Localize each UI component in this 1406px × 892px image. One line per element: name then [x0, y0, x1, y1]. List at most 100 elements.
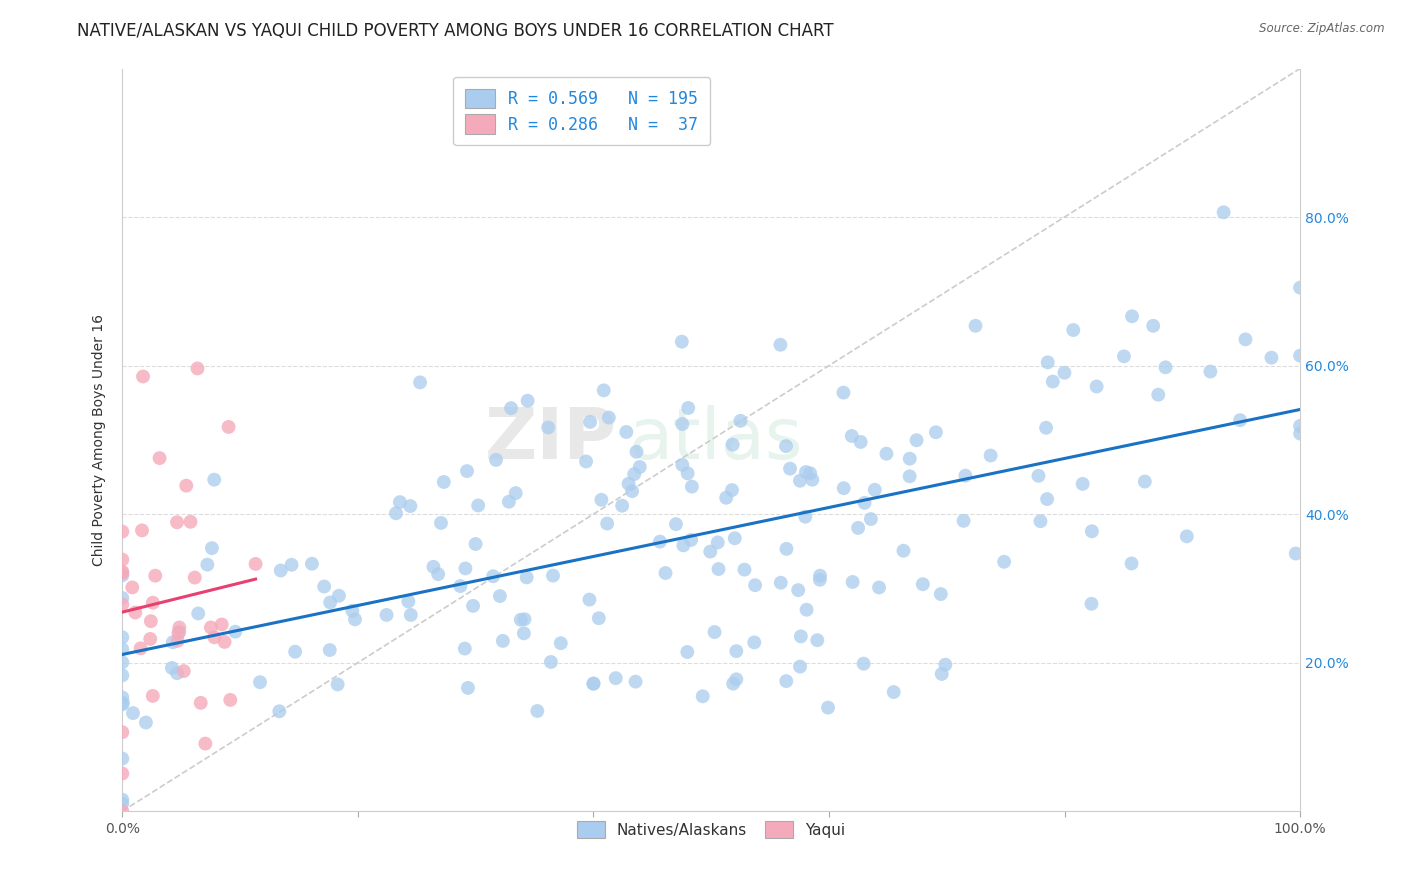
Point: [245, 557, 267, 571]
Point: [314, 580, 336, 594]
Point: [162, 635, 184, 649]
Point: [513, 626, 536, 640]
Point: [769, 338, 792, 352]
Point: [433, 475, 456, 489]
Point: [111, 568, 134, 582]
Point: [422, 559, 444, 574]
Point: [280, 558, 302, 572]
Point: [184, 571, 207, 585]
Point: [817, 700, 839, 714]
Point: [111, 797, 134, 811]
Point: [482, 569, 505, 583]
Point: [730, 414, 752, 428]
Point: [166, 666, 188, 681]
Point: [111, 690, 134, 705]
Point: [893, 543, 915, 558]
Point: [1081, 524, 1104, 539]
Point: [464, 537, 486, 551]
Point: [319, 595, 342, 609]
Point: [142, 596, 165, 610]
Point: [624, 674, 647, 689]
Point: [537, 420, 560, 434]
Point: [160, 661, 183, 675]
Point: [1071, 476, 1094, 491]
Point: [1085, 379, 1108, 393]
Point: [1121, 557, 1143, 571]
Point: [1212, 205, 1234, 219]
Point: [1289, 349, 1312, 363]
Point: [249, 675, 271, 690]
Point: [399, 607, 422, 622]
Point: [111, 793, 134, 807]
Point: [706, 535, 728, 549]
Point: [610, 499, 633, 513]
Text: atlas: atlas: [628, 405, 803, 475]
Point: [132, 369, 155, 384]
Point: [665, 517, 688, 532]
Point: [135, 715, 157, 730]
Point: [1234, 332, 1257, 346]
Legend: Natives/Alaskans, Yaqui: Natives/Alaskans, Yaqui: [571, 814, 852, 845]
Point: [796, 603, 818, 617]
Point: [911, 577, 934, 591]
Point: [124, 606, 146, 620]
Point: [202, 473, 225, 487]
Point: [342, 604, 364, 618]
Point: [799, 467, 821, 481]
Point: [1154, 360, 1177, 375]
Point: [575, 454, 598, 468]
Point: [219, 693, 242, 707]
Point: [744, 578, 766, 592]
Point: [789, 659, 811, 673]
Point: [173, 664, 195, 678]
Point: [1036, 492, 1059, 507]
Point: [703, 625, 725, 640]
Point: [626, 444, 648, 458]
Point: [111, 598, 134, 612]
Point: [1289, 280, 1312, 294]
Text: Source: ZipAtlas.com: Source: ZipAtlas.com: [1260, 22, 1385, 36]
Point: [202, 630, 225, 644]
Point: [505, 486, 527, 500]
Point: [270, 564, 292, 578]
Point: [714, 491, 737, 505]
Point: [852, 657, 875, 671]
Point: [492, 633, 515, 648]
Point: [190, 696, 212, 710]
Point: [721, 676, 744, 690]
Point: [617, 476, 640, 491]
Point: [385, 506, 408, 520]
Point: [905, 434, 928, 448]
Point: [853, 496, 876, 510]
Point: [769, 575, 792, 590]
Point: [284, 645, 307, 659]
Point: [681, 480, 703, 494]
Point: [898, 451, 921, 466]
Point: [111, 566, 134, 581]
Point: [623, 467, 645, 481]
Point: [931, 667, 953, 681]
Point: [1260, 351, 1282, 365]
Point: [582, 677, 605, 691]
Point: [143, 568, 166, 582]
Point: [671, 334, 693, 349]
Point: [516, 570, 538, 584]
Point: [550, 636, 572, 650]
Point: [166, 633, 188, 648]
Point: [122, 706, 145, 720]
Point: [301, 557, 323, 571]
Point: [1147, 388, 1170, 402]
Point: [980, 449, 1002, 463]
Point: [1053, 366, 1076, 380]
Point: [794, 465, 817, 479]
Point: [832, 481, 855, 495]
Point: [859, 512, 882, 526]
Point: [186, 361, 208, 376]
Point: [790, 629, 813, 643]
Point: [582, 676, 605, 690]
Point: [868, 581, 890, 595]
Point: [111, 696, 134, 710]
Point: [1289, 426, 1312, 441]
Point: [1142, 318, 1164, 333]
Point: [111, 766, 134, 780]
